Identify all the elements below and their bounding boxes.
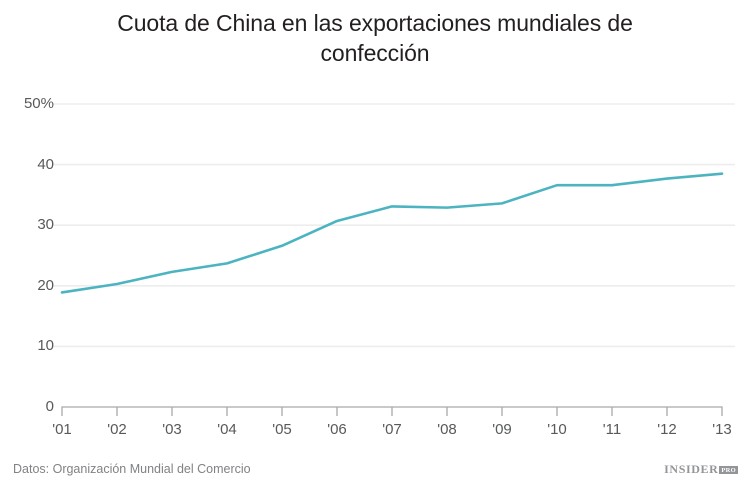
x-axis-tick-label: '10 xyxy=(547,421,567,438)
x-axis-tick-label: '05 xyxy=(272,421,292,438)
x-axis-tick-label: '07 xyxy=(382,421,402,438)
y-axis-tick-label: 10 xyxy=(37,337,54,355)
x-axis-tick-label: '11 xyxy=(602,421,622,438)
y-axis-tick-label: 30 xyxy=(37,216,54,234)
chart-footer: Datos: Organización Mundial del Comercio… xyxy=(0,455,750,490)
axis-ticks xyxy=(116,407,668,416)
y-axis-tick-label: 0 xyxy=(45,398,54,415)
data-series-line xyxy=(60,172,724,294)
y-axis-tick-label: 50% xyxy=(23,95,54,112)
x-axis-tick-label: '02 xyxy=(107,421,127,438)
gridlines xyxy=(52,103,735,348)
x-axis-tick-label: '12 xyxy=(657,421,677,438)
y-axis-labels: 0 10 20 30 40 50% xyxy=(0,0,54,490)
chart-title: Cuota de China en las exportaciones mund… xyxy=(117,10,633,66)
x-axis-tick-label: '04 xyxy=(217,421,237,438)
x-axis-tick-label: '13 xyxy=(712,421,732,438)
series-line-cuota-de-china xyxy=(60,172,724,294)
x-axis-labels: '01 '02 '03 '04 '05 '06 '07 '08 '09 '10 '11 '12 '13 xyxy=(0,421,750,447)
x-axis-tick-label: '08 xyxy=(437,421,457,438)
source-note: Datos: Organización Mundial del Comercio xyxy=(13,462,251,476)
brand-name: INSIDER xyxy=(664,462,719,476)
y-axis-tick-label: 20 xyxy=(37,276,54,294)
brand-tag: PRO xyxy=(719,465,738,474)
x-axis-tick-label: '06 xyxy=(327,421,347,438)
insider-pro-logo: INSIDER PRO xyxy=(664,462,738,477)
x-axis-tick-label: '01 xyxy=(52,421,72,438)
x-axis-tick-label: '03 xyxy=(162,421,182,438)
x-axis-tick-label: '09 xyxy=(492,421,512,438)
y-axis-tick-label: 40 xyxy=(37,155,54,173)
